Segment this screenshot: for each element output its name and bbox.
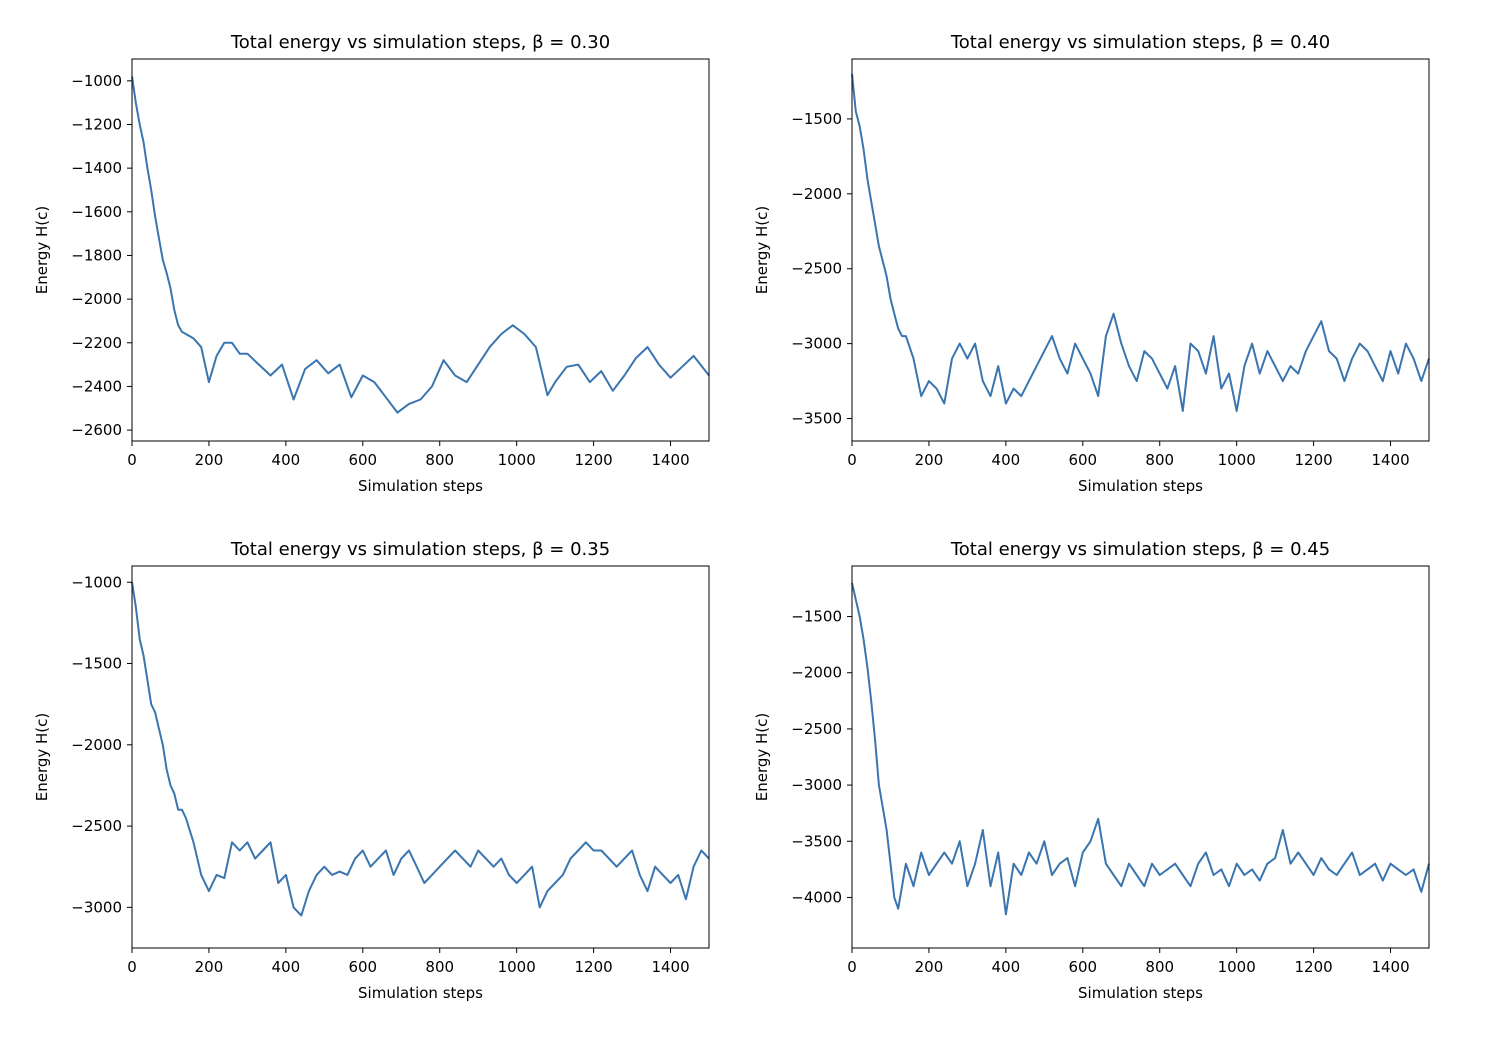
y-tick-label: −3000: [791, 335, 842, 353]
y-tick-label: −2500: [71, 817, 122, 835]
chart-panel: Total energy vs simulation steps, β = 0.…: [33, 32, 710, 495]
y-tick-label: −2600: [71, 421, 122, 439]
energy-series-line: [131, 76, 710, 414]
x-tick-label: 400: [992, 451, 1021, 469]
x-tick-label: 600: [1068, 958, 1097, 976]
x-tick-label: 1400: [651, 958, 689, 976]
x-tick-label: 200: [195, 958, 224, 976]
y-tick-label: −4000: [791, 888, 842, 906]
y-tick-label: −2000: [71, 290, 122, 308]
x-tick-label: 0: [127, 451, 137, 469]
x-tick-label: 400: [272, 451, 301, 469]
y-tick-label: −2400: [71, 377, 122, 395]
y-tick-label: −1400: [71, 159, 122, 177]
chart-panel: Total energy vs simulation steps, β = 0.…: [753, 32, 1430, 495]
y-tick-label: −2200: [71, 334, 122, 352]
y-axis-label: Energy H(c): [33, 206, 51, 295]
x-tick-label: 1200: [575, 451, 613, 469]
x-axis-label: Simulation steps: [358, 984, 483, 1002]
x-tick-label: 600: [348, 451, 377, 469]
x-tick-label: 800: [1145, 958, 1174, 976]
x-tick-label: 200: [915, 958, 944, 976]
y-tick-label: −1000: [71, 72, 122, 90]
energy-series-line: [131, 582, 710, 917]
x-tick-label: 1000: [498, 451, 536, 469]
y-axis-label: Energy H(c): [33, 713, 51, 802]
x-tick-label: 800: [1145, 451, 1174, 469]
x-tick-label: 1000: [498, 958, 536, 976]
y-tick-label: −3000: [71, 898, 122, 916]
y-tick-label: −2000: [791, 185, 842, 203]
y-axis-label: Energy H(c): [753, 206, 771, 295]
y-tick-label: −3500: [791, 832, 842, 850]
energy-series-line: [851, 73, 1430, 412]
axes-frame: [851, 58, 1430, 442]
x-tick-label: 1000: [1218, 451, 1256, 469]
x-axis-label: Simulation steps: [1078, 477, 1203, 495]
axes-frame: [851, 565, 1430, 949]
y-tick-label: −3500: [791, 410, 842, 428]
x-axis-label: Simulation steps: [1078, 984, 1203, 1002]
energy-series-line: [851, 582, 1430, 916]
chart-title: Total energy vs simulation steps, β = 0.…: [230, 539, 610, 560]
x-tick-label: 600: [348, 958, 377, 976]
x-tick-label: 400: [992, 958, 1021, 976]
x-tick-label: 600: [1068, 451, 1097, 469]
x-tick-label: 1400: [1371, 451, 1409, 469]
chart-title: Total energy vs simulation steps, β = 0.…: [230, 32, 610, 53]
x-tick-label: 1000: [1218, 958, 1256, 976]
x-tick-label: 800: [425, 451, 454, 469]
x-tick-label: 1400: [651, 451, 689, 469]
y-axis-label: Energy H(c): [753, 713, 771, 802]
x-tick-label: 0: [847, 958, 857, 976]
chart-title: Total energy vs simulation steps, β = 0.…: [950, 539, 1330, 560]
chart-title: Total energy vs simulation steps, β = 0.…: [950, 32, 1330, 53]
chart-panel: Total energy vs simulation steps, β = 0.…: [33, 539, 710, 1002]
x-tick-label: 1200: [575, 958, 613, 976]
x-tick-label: 1400: [1371, 958, 1409, 976]
axes-frame: [131, 565, 710, 949]
y-tick-label: −3000: [791, 776, 842, 794]
y-tick-label: −2500: [791, 720, 842, 738]
y-tick-label: −1200: [71, 115, 122, 133]
y-tick-label: −1600: [71, 203, 122, 221]
x-axis-label: Simulation steps: [358, 477, 483, 495]
axes-frame: [131, 58, 710, 442]
x-tick-label: 1200: [1295, 451, 1333, 469]
chart-panel: Total energy vs simulation steps, β = 0.…: [753, 539, 1430, 1002]
y-tick-label: −1500: [791, 608, 842, 626]
y-tick-label: −1500: [791, 110, 842, 128]
x-tick-label: 400: [272, 958, 301, 976]
y-tick-label: −1000: [71, 573, 122, 591]
y-tick-label: −1800: [71, 246, 122, 264]
x-tick-label: 0: [127, 958, 137, 976]
x-tick-label: 200: [915, 451, 944, 469]
y-tick-label: −1500: [71, 655, 122, 673]
x-tick-label: 1200: [1295, 958, 1333, 976]
x-tick-label: 0: [847, 451, 857, 469]
y-tick-label: −2000: [71, 736, 122, 754]
y-tick-label: −2000: [791, 664, 842, 682]
y-tick-label: −2500: [791, 260, 842, 278]
x-tick-label: 200: [195, 451, 224, 469]
x-tick-label: 800: [425, 958, 454, 976]
